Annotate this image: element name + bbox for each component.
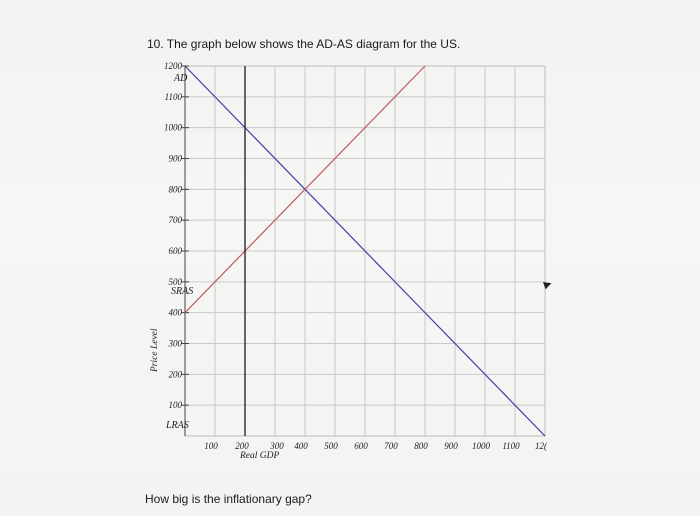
lras-curve-label: LRAS bbox=[165, 420, 189, 431]
tick-labels: 100 200 300 400 500 600 700 800 900 1000 1100 1200 1… bbox=[164, 61, 548, 451]
sras-curve-label: SRAS bbox=[171, 286, 193, 297]
y-tick-label: 100 bbox=[169, 400, 183, 410]
y-tick-label: 1200 bbox=[164, 61, 183, 71]
x-tick-label: 100 bbox=[204, 441, 218, 451]
x-tick-label: 600 bbox=[354, 441, 368, 451]
y-tick-label: 1100 bbox=[165, 92, 183, 102]
x-tick-label: 1100 bbox=[502, 441, 520, 451]
x-tick-label: 12( bbox=[535, 441, 548, 451]
sras-curve bbox=[184, 65, 426, 314]
x-tick-label: 800 bbox=[414, 441, 428, 451]
y-tick-label: 300 bbox=[168, 339, 183, 349]
x-tick-label: 400 bbox=[294, 441, 308, 451]
x-tick-label: 500 bbox=[324, 441, 338, 451]
y-tick-label: 200 bbox=[169, 369, 183, 379]
x-axis-title: Real GDP bbox=[239, 451, 280, 461]
ad-curve-label: AD bbox=[173, 73, 188, 84]
followup-question: How big is the inflationary gap? bbox=[145, 492, 312, 506]
x-tick-label: 900 bbox=[444, 441, 458, 451]
y-tick-label: 1000 bbox=[164, 123, 183, 133]
y-tick-label: 900 bbox=[169, 154, 183, 164]
y-tick-label: 400 bbox=[169, 308, 183, 318]
x-tick-label: 200 bbox=[235, 441, 249, 451]
y-tick-label: 700 bbox=[169, 215, 183, 225]
y-tick-label: 600 bbox=[169, 246, 183, 256]
axes bbox=[181, 65, 189, 436]
x-tick-label: 300 bbox=[269, 441, 284, 451]
y-tick-label: 500 bbox=[169, 277, 183, 287]
curves bbox=[184, 65, 546, 437]
question-text: 10. The graph below shows the AD-AS diag… bbox=[147, 37, 461, 51]
x-tick-label: 1000 bbox=[472, 441, 491, 451]
x-tick-label: 700 bbox=[384, 441, 398, 451]
y-tick-label: 800 bbox=[169, 184, 183, 194]
y-axis-title: Price Level bbox=[150, 328, 160, 373]
